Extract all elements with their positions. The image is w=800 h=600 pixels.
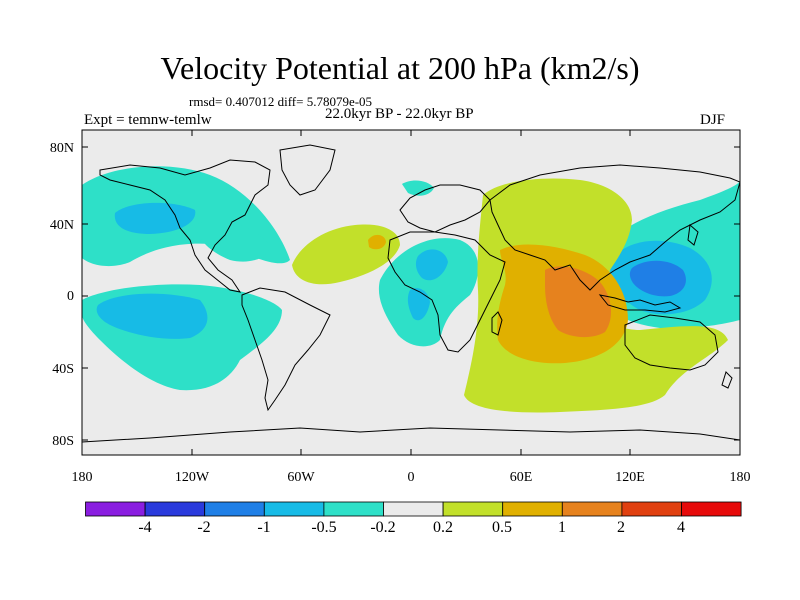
coast-north-america [99,159,271,293]
x-tick-label: 180 [72,470,93,485]
period-line: 22.0kyr BP - 22.0kyr BP [325,106,474,122]
colorbar-label: 0.2 [433,519,453,536]
colorbar-box [263,501,325,517]
coast-africa [387,231,506,353]
coast-indonesia [598,294,682,313]
colorbar-label: -0.5 [311,519,336,536]
contour-negative-north-atlantic [402,180,434,196]
colorbar-box [383,501,444,517]
contour-negative-west-pacific-peak [629,260,686,297]
experiment-line: Expt = temnw-temlw [84,112,212,128]
colorbar-box [561,501,623,517]
colorbar-label: 4 [677,519,685,536]
season-label: DJF [700,112,726,128]
coast-australia [624,314,719,371]
x-tick-label: 180 [730,470,751,485]
x-tick-label: 60W [287,470,315,485]
colorbar-box [621,501,682,517]
y-tick-label: 40N [50,218,74,233]
colorbar-box [144,501,206,517]
contour-negative-atlantic-core-south [407,288,430,321]
x-tick-label: 0 [408,470,415,485]
x-axis-ticks [81,130,741,455]
x-tick-label: 120E [615,470,645,485]
contour-negative-northwest-atlantic [195,220,270,262]
coast-antarctica [82,427,740,443]
colorbar-label: -2 [197,519,210,536]
colorbar-label: 0.5 [492,519,512,536]
colorbar-label: 1 [558,519,566,536]
colorbar [85,501,742,517]
contour-positive-west-africa [368,234,386,250]
contour-positive-indian-ocean-peak [545,266,612,338]
contour-fields [82,166,740,413]
coast-asia [489,164,740,291]
colorbar-box [442,501,504,517]
y-tick-label: 80N [50,141,74,156]
colorbar-box [204,501,265,517]
plot-title: Velocity Potential at 200 hPa (km2/s) [160,50,640,86]
colorbar-box [85,501,146,517]
x-tick-label: 60E [510,470,533,485]
y-axis-ticks [82,146,740,441]
y-tick-label: 0 [67,289,74,304]
contour-negative-atlantic-core [415,249,448,281]
colorbar-label: 2 [617,519,625,536]
colorbar-box [681,501,742,517]
coastlines [82,144,740,443]
colorbar-box [502,501,563,517]
stats-line: rmsd= 0.407012 diff= 5.78079e-05 [189,94,373,109]
x-axis-labels: 180 120W 60W 0 60E 120E 180 [72,470,751,485]
coast-greenland [279,144,336,196]
coast-south-america [241,287,331,412]
x-tick-label: 120W [175,470,210,485]
coast-new-zealand [721,371,733,389]
colorbar-labels: -4 -2 -1 -0.5 -0.2 0.2 0.5 1 2 4 [138,519,685,536]
coast-japan [687,224,699,246]
colorbar-box [323,501,384,517]
y-axis-labels: 80N 40N 0 40S 80S [50,141,74,449]
contour-negative-north-pacific-core [114,202,196,234]
coast-europe [399,184,491,233]
y-tick-label: 40S [52,362,74,377]
coast-madagascar [491,311,503,336]
y-tick-label: 80S [52,434,74,449]
contour-negative-east-pacific-core [96,293,208,339]
colorbar-label: -4 [138,519,151,536]
contour-negative-atlantic [378,238,479,347]
colorbar-label: -1 [257,519,270,536]
colorbar-label: -0.2 [370,519,395,536]
